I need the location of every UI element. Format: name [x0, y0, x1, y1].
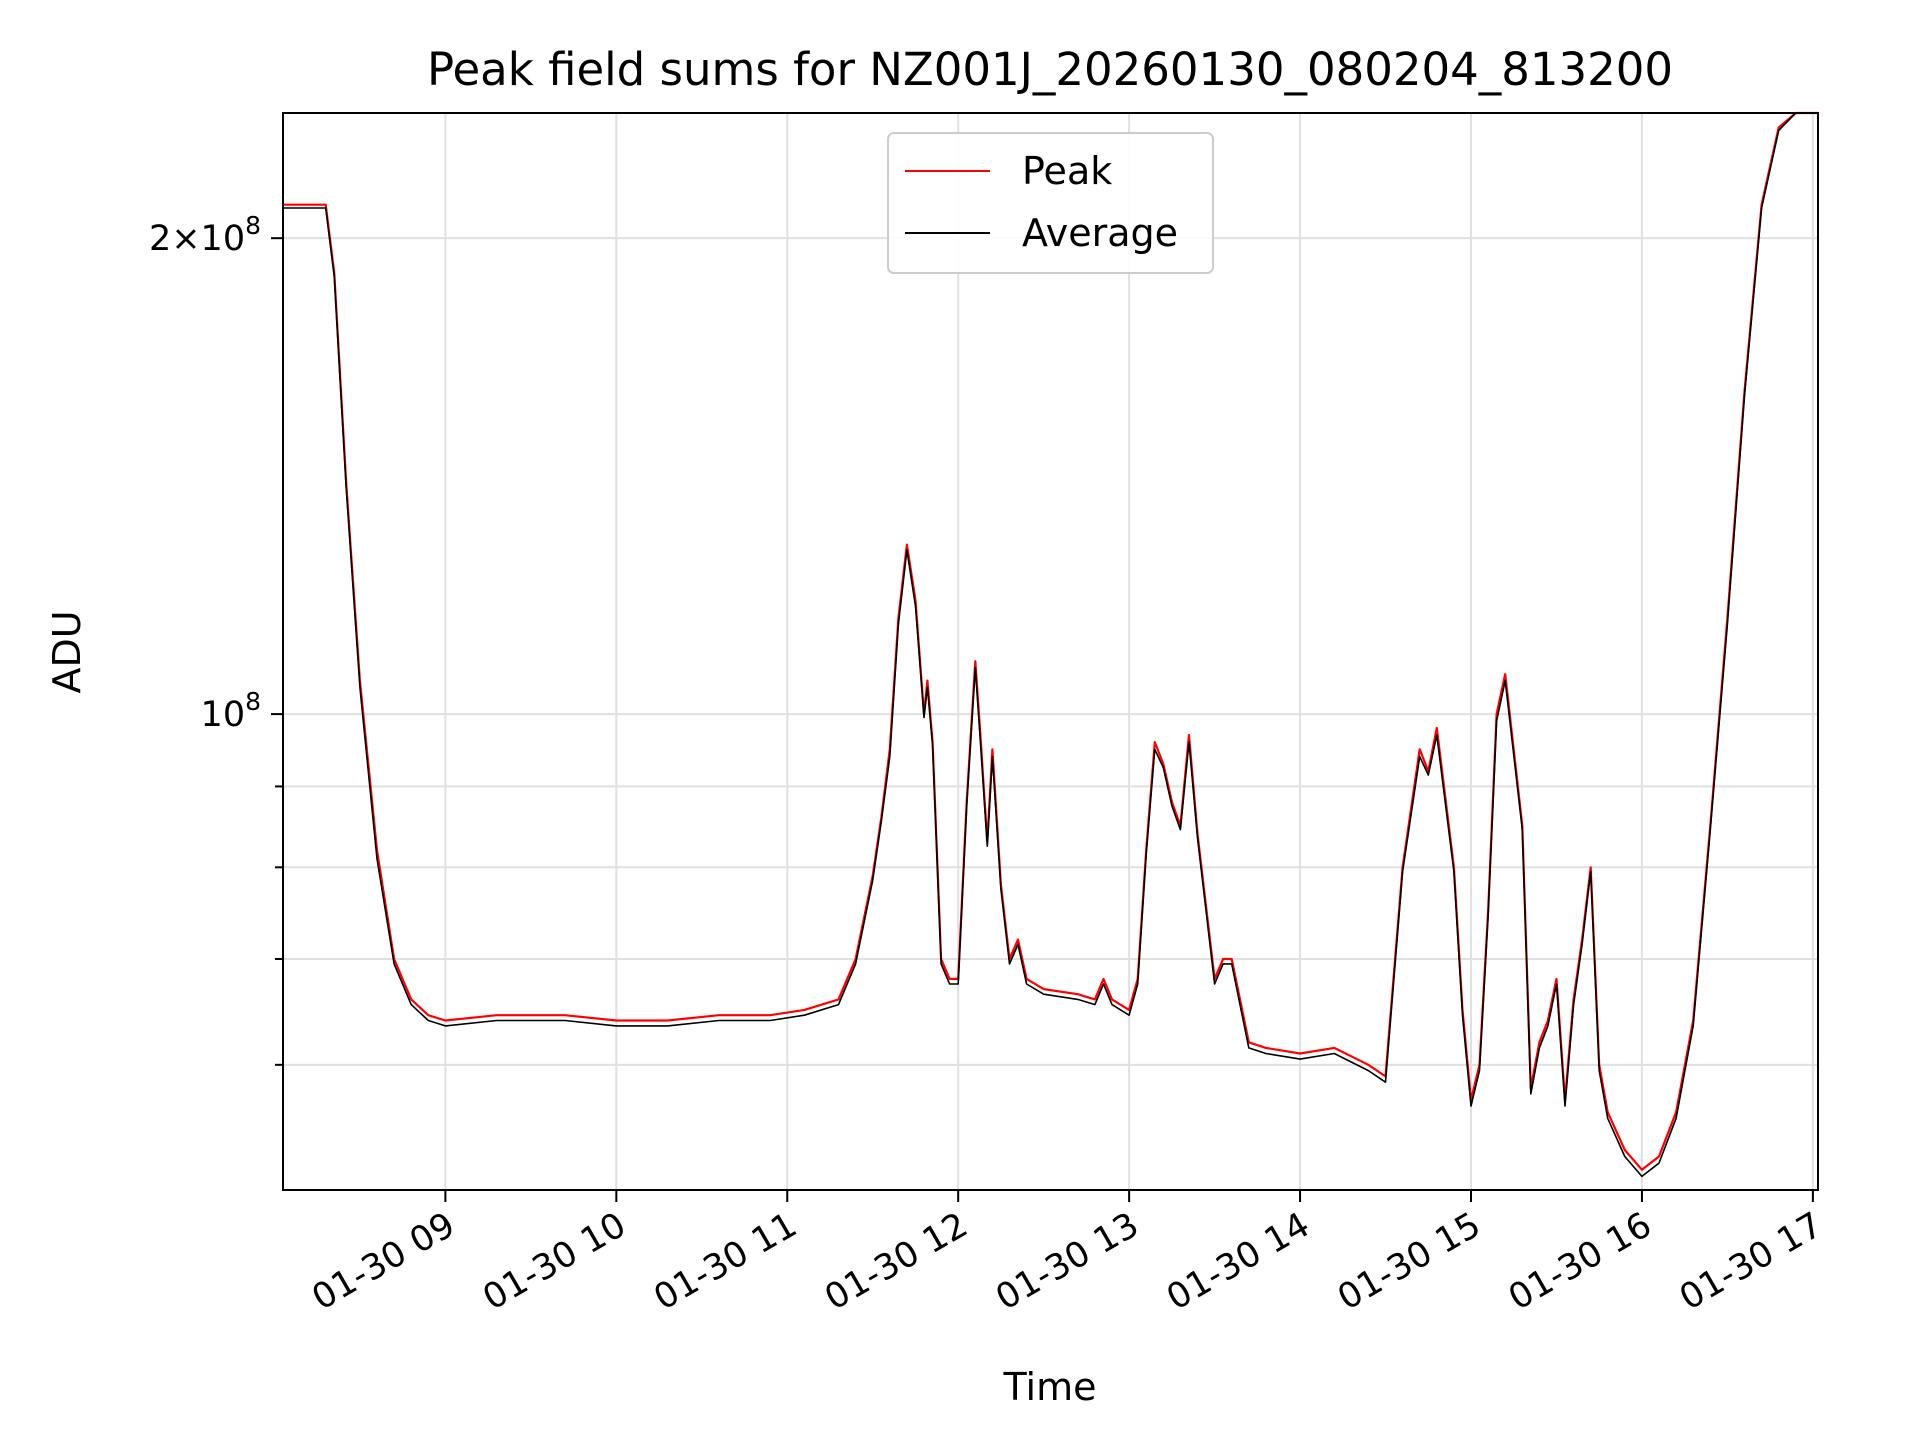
series-line-average	[283, 112, 1818, 1178]
y-tick-exponent: 8	[245, 211, 261, 240]
y-tick-mantissa: 2×10	[149, 219, 245, 259]
y-tick-label: 2×108	[149, 211, 261, 259]
x-axis-label: Time	[1003, 1365, 1097, 1409]
legend-label-peak: Peak	[1022, 149, 1112, 193]
plot-frame	[282, 112, 1819, 1191]
y-axis-label: ADU	[45, 610, 89, 693]
y-tick-label: 108	[201, 687, 261, 735]
y-tick-exponent: 8	[245, 687, 261, 716]
series-layer	[283, 111, 1818, 1178]
legend-label-average: Average	[1022, 211, 1178, 255]
y-tick-mantissa: 10	[201, 695, 246, 735]
chart-title: Peak field sums for NZ001J_20260130_0802…	[427, 43, 1673, 96]
legend: Peak Average	[887, 132, 1214, 274]
legend-box	[887, 132, 1214, 274]
